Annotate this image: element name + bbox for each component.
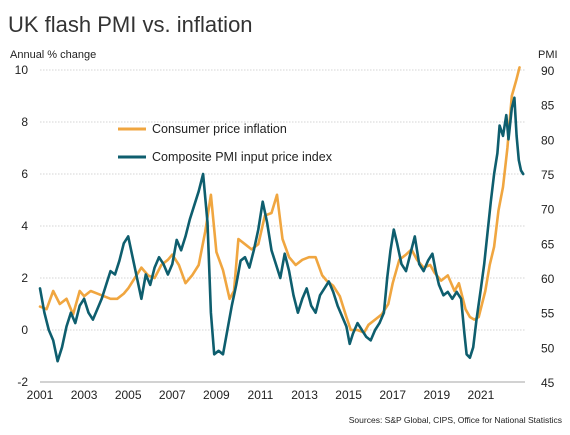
x-tick-label: 2009 [203,388,230,402]
right-tick-label: 75 [541,168,555,182]
legend: Consumer price inflation Composite PMI i… [118,122,333,164]
x-tick-label: 2015 [335,388,362,402]
x-tick-label: 2005 [115,388,142,402]
right-tick-label: 85 [541,99,555,113]
right-tick-label: 45 [541,376,555,390]
right-tick-label: 50 [541,341,555,355]
series-lines [38,66,525,363]
x-tick-label: 2001 [27,388,54,402]
chart-title: UK flash PMI vs. inflation [8,12,253,37]
right-tick-label: 80 [541,133,555,147]
left-tick-label: 2 [21,271,28,285]
right-axis-ticks: 45 50 55 60 65 70 75 80 85 90 [541,64,555,390]
left-tick-label: 10 [15,63,29,77]
gridlines [40,69,525,383]
source-note: Sources: S&P Global, CIPS, Office for Na… [349,415,562,425]
left-tick-label: -2 [17,375,28,389]
x-tick-label: 2021 [468,388,495,402]
left-axis-ticks: -2 0 2 4 6 8 10 [15,63,29,389]
x-tick-label: 2013 [291,388,318,402]
left-axis-label: Annual % change [10,49,96,61]
right-axis-label: PMI [538,49,558,61]
right-tick-label: 90 [541,64,555,78]
left-tick-label: 6 [21,167,28,181]
x-tick-label: 2017 [379,388,406,402]
series-line-pmi [38,96,525,363]
right-tick-label: 65 [541,237,555,251]
left-tick-label: 4 [21,219,28,233]
x-tick-label: 2003 [71,388,98,402]
legend-label-inflation: Consumer price inflation [152,122,287,136]
left-tick-label: 0 [21,323,28,337]
x-axis-ticks: 2001 2003 2005 2007 2009 2011 2013 2015 2017 2019… [27,388,495,402]
right-tick-label: 70 [541,203,555,217]
x-tick-label: 2011 [248,388,274,402]
left-tick-label: 8 [21,115,28,129]
legend-label-pmi: Composite PMI input price index [152,150,333,164]
x-tick-label: 2019 [423,388,450,402]
right-tick-label: 60 [541,272,555,286]
right-tick-label: 55 [541,307,555,321]
series-line-inflation [38,66,521,334]
x-tick-label: 2007 [159,388,186,402]
